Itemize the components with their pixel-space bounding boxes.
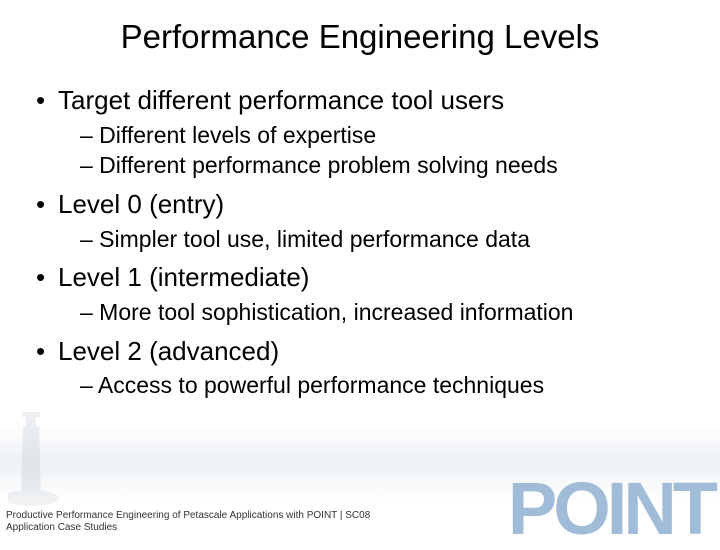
bullet-lvl2: – Different levels of expertise — [36, 121, 684, 150]
lighthouse-icon — [8, 408, 68, 508]
bullet-lvl1: Level 0 (entry) — [36, 188, 684, 221]
bullet-lvl2: – Simpler tool use, limited performance … — [36, 225, 684, 254]
bullet-lvl2: – Access to powerful performance techniq… — [36, 371, 684, 400]
point-logo: POINT — [508, 472, 714, 546]
bullet-lvl1: Target different performance tool users — [36, 84, 684, 117]
footer-text: Productive Performance Engineering of Pe… — [6, 510, 370, 534]
bullet-lvl2: – More tool sophistication, increased in… — [36, 298, 684, 327]
bullet-block: Level 2 (advanced) – Access to powerful … — [36, 335, 684, 400]
bullet-lvl2: – Different performance problem solving … — [36, 151, 684, 180]
slide: Performance Engineering Levels Target di… — [0, 0, 720, 540]
slide-title: Performance Engineering Levels — [0, 18, 720, 56]
footer-line1: Productive Performance Engineering of Pe… — [6, 510, 370, 521]
bullet-lvl1: Level 2 (advanced) — [36, 335, 684, 368]
bullet-block: Level 0 (entry) – Simpler tool use, limi… — [36, 188, 684, 253]
bullet-lvl1: Level 1 (intermediate) — [36, 261, 684, 294]
bullet-block: Target different performance tool users … — [36, 84, 684, 180]
footer-line2: Application Case Studies — [6, 522, 117, 533]
bullet-block: Level 1 (intermediate) – More tool sophi… — [36, 261, 684, 326]
slide-content: Target different performance tool users … — [0, 84, 720, 400]
